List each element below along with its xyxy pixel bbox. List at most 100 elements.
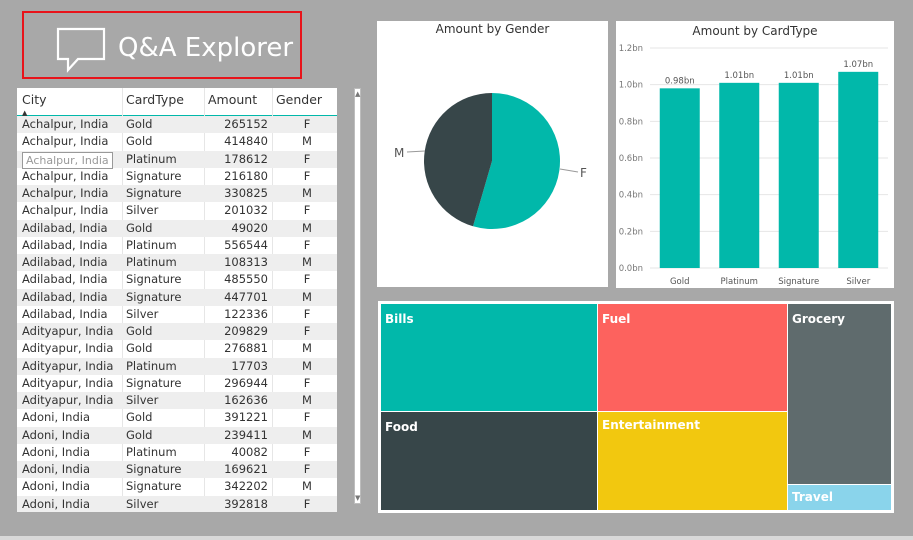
table-cell-gender: F: [303, 444, 311, 459]
x-tick-label: Platinum: [721, 277, 758, 287]
treemap-tile-fuel[interactable]: Fuel: [597, 303, 788, 412]
table-cell-gender: M: [302, 393, 312, 407]
y-tick-label: 0.8bn: [619, 117, 643, 127]
table-cell-amount: 108313: [224, 255, 268, 269]
table-cell-city: Adoni, India: [22, 479, 91, 494]
table-cell-gender: F: [303, 151, 311, 166]
table-cell-cardtype: Gold: [126, 134, 153, 149]
table-row[interactable]: Adilabad, India Signature 485550 F: [17, 271, 337, 288]
table-row[interactable]: Adilabad, India Silver 122336 F: [17, 306, 337, 323]
table-cell-amount: 447701: [224, 289, 268, 304]
table-cell-amount: 162636: [224, 393, 268, 407]
page-tabs-strip: [0, 536, 913, 540]
table-row[interactable]: Adilabad, India Platinum 556544 F: [17, 237, 337, 254]
table-row[interactable]: Achalpur, India Gold 414840 M: [17, 133, 337, 150]
column-header-amount[interactable]: Amount: [208, 92, 258, 107]
table-row[interactable]: Achalpur, India Signature 330825 M: [17, 185, 337, 203]
table-cell-gender: M: [302, 358, 312, 373]
y-tick-label: 0.0bn: [619, 264, 643, 274]
x-tick-label: Signature: [778, 277, 819, 287]
table-row[interactable]: Achalpur, India Silver 201032 F: [17, 202, 337, 219]
table-row[interactable]: Adoni, India Silver 392818 F: [17, 495, 337, 512]
bar-platinum[interactable]: [719, 82, 760, 268]
table-cell-amount: 216180: [224, 168, 268, 183]
table-cell-gender: M: [302, 427, 312, 442]
treemap-tile-food[interactable]: Food: [380, 411, 599, 511]
treemap-label: Entertainment: [602, 418, 700, 432]
table-row[interactable]: Adityapur, India Gold 209829 F: [17, 323, 337, 341]
table-row[interactable]: Adilabad, India Gold 49020 M: [17, 219, 337, 237]
table-cell-cardtype: Gold: [126, 341, 153, 356]
table-cell-city: Achalpur, India: [22, 186, 109, 200]
table-cell-gender: M: [302, 479, 312, 494]
scroll-up-arrow-icon[interactable]: ▲: [355, 90, 361, 98]
table-cell-city: Adilabad, India: [22, 255, 108, 269]
pie-label-m: M: [394, 146, 404, 160]
table-cell-gender: M: [302, 255, 312, 269]
qa-explorer-button[interactable]: Q&A Explorer: [22, 11, 302, 79]
pie-slice-f[interactable]: [473, 93, 560, 229]
table-cell-city: Adityapur, India: [22, 393, 114, 407]
table-cell-amount: 330825: [224, 186, 268, 200]
table-row[interactable]: Adoni, India Signature 342202 M: [17, 478, 337, 495]
table-cell-city: Adityapur, India: [22, 358, 114, 373]
table-row[interactable]: Adilabad, India Signature 447701 M: [17, 288, 337, 306]
table-cell-gender: F: [303, 375, 311, 390]
table-row[interactable]: Adilabad, India Platinum 108313 M: [17, 254, 337, 272]
table-cell-city: Adoni, India: [22, 410, 91, 425]
table-row[interactable]: Adityapur, India Platinum 17703 M: [17, 357, 337, 375]
bar-data-label: 0.98bn: [665, 76, 695, 86]
table-scrollbar[interactable]: [354, 88, 361, 504]
table-cell-cardtype: Gold: [126, 117, 153, 131]
table-cell-cardtype: Platinum: [126, 237, 177, 252]
bar-chart-title: Amount by CardType: [692, 24, 818, 38]
column-header-city[interactable]: City: [22, 92, 47, 107]
table-row[interactable]: Adoni, India Signature 169621 F: [17, 461, 337, 479]
table-cell-cardtype: Signature: [126, 168, 182, 183]
table-row[interactable]: Adityapur, India Signature 296944 F: [17, 375, 337, 392]
table-row[interactable]: Adityapur, India Silver 162636 M: [17, 392, 337, 410]
table-cell-amount: 178612: [224, 151, 268, 166]
table-cell-gender: F: [303, 117, 311, 131]
table-row[interactable]: Achalpur, India Signature 216180 F: [17, 168, 337, 185]
bar-data-label: 1.07bn: [843, 60, 873, 70]
bar-gold[interactable]: [659, 88, 700, 268]
x-tick-label: Gold: [670, 277, 690, 287]
scroll-down-arrow-icon[interactable]: ▼: [355, 494, 361, 502]
table-row[interactable]: Adoni, India Gold 239411 M: [17, 426, 337, 444]
table-row[interactable]: Adoni, India Gold 391221 F: [17, 409, 337, 426]
table-cell-cardtype: Signature: [126, 186, 182, 200]
y-tick-label: 0.2bn: [619, 227, 643, 237]
table-cell-cardtype: Signature: [126, 479, 182, 494]
table-cell-cardtype: Gold: [126, 220, 153, 235]
table-row[interactable]: Adityapur, India Gold 276881 M: [17, 340, 337, 357]
table-row[interactable]: Achalpur, India Gold 265152 F: [17, 116, 337, 134]
treemap-tile-grocery[interactable]: Grocery: [787, 303, 892, 485]
treemap-tile-entertainment[interactable]: Entertainment: [597, 411, 788, 511]
column-header-gender[interactable]: Gender: [276, 92, 323, 107]
table-cell-cardtype: Signature: [126, 289, 182, 304]
treemap-label: Bills: [385, 312, 414, 326]
treemap-tile-bills[interactable]: Bills: [380, 303, 599, 412]
treemap-tile-travel[interactable]: Travel: [787, 484, 892, 511]
treemap-label: Food: [385, 420, 418, 434]
column-header-cardtype[interactable]: CardType: [126, 92, 184, 107]
pie-slice-m[interactable]: [423, 93, 492, 227]
table-row[interactable]: Adoni, India Platinum 40082 F: [17, 444, 337, 461]
table-cell-city: Adilabad, India: [22, 272, 108, 287]
table-cell-city: Achalpur, India: [22, 117, 109, 131]
table-cell-gender: F: [303, 168, 311, 183]
bar-chart-card: Amount by CardType 1.2bn 1.0bn 0.8bn 0.6bn 0…: [616, 21, 894, 288]
table-cell-city: Adoni, India: [22, 496, 91, 511]
bar-data-label: 1.01bn: [784, 71, 814, 81]
table-cell-city: Adityapur, India: [22, 375, 114, 390]
table-header: City ▲ CardType Amount Gender: [17, 88, 337, 117]
table-cell-amount: 296944: [224, 375, 268, 390]
table-cell-cardtype: Silver: [126, 496, 159, 511]
bar-silver[interactable]: [838, 71, 879, 268]
bar-signature[interactable]: [778, 82, 819, 268]
table-cell-cardtype: Silver: [126, 393, 159, 407]
pie-chart-title: Amount by Gender: [435, 22, 550, 36]
table-cell-city: Achalpur, India: [22, 134, 109, 149]
